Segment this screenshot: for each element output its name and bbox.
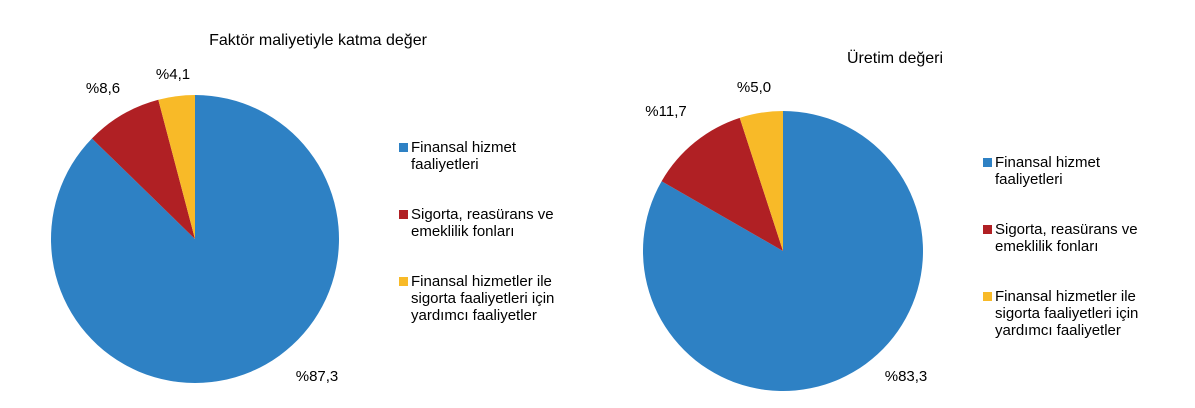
pie1-label-sigorta: %8,6 bbox=[85, 80, 121, 97]
legend-label: Finansal hizmet faaliyetleri bbox=[995, 154, 1101, 188]
chart-title-uretim-degeri: Üretim değeri bbox=[846, 50, 944, 67]
legend-swatch-yellow-icon bbox=[983, 292, 992, 301]
legend-swatch-yellow-icon bbox=[399, 277, 408, 286]
legend-katma-deger: Finansal hizmet faaliyetleri Sigorta, re… bbox=[399, 139, 569, 324]
pie2-label-finansal-hizmet: %83,3 bbox=[884, 368, 928, 385]
legend-label: Sigorta, reasürans ve emeklilik fonları bbox=[995, 221, 1138, 255]
legend-swatch-blue-icon bbox=[399, 143, 408, 152]
legend-item: Finansal hizmet faaliyetleri bbox=[983, 154, 1153, 188]
pie-slice-2 bbox=[739, 111, 783, 251]
pie-slice-2 bbox=[158, 95, 195, 239]
legend-label: Finansal hizmet faaliyetleri bbox=[411, 139, 517, 173]
legend-swatch-red-icon bbox=[983, 225, 992, 234]
pie-slice-0 bbox=[643, 111, 923, 391]
pie2-label-sigorta: %11,7 bbox=[645, 103, 687, 120]
legend-item: Finansal hizmetler ile sigorta faaliyetl… bbox=[399, 273, 569, 324]
pie-slice-1 bbox=[661, 117, 783, 251]
legend-swatch-blue-icon bbox=[983, 158, 992, 167]
legend-label: Sigorta, reasürans ve emeklilik fonları bbox=[411, 206, 554, 240]
legend-label: Finansal hizmetler ile sigorta faaliyetl… bbox=[411, 273, 555, 324]
legend-label: Finansal hizmetler ile sigorta faaliyetl… bbox=[995, 288, 1139, 339]
pie-slice-0 bbox=[51, 95, 339, 383]
chart-title-katma-deger: Faktör maliyetiyle katma değer bbox=[209, 32, 427, 49]
pie1-label-yardimci: %4,1 bbox=[155, 66, 191, 83]
legend-uretim-degeri: Finansal hizmet faaliyetleri Sigorta, re… bbox=[983, 154, 1153, 339]
legend-item: Sigorta, reasürans ve emeklilik fonları bbox=[983, 221, 1153, 255]
pie-slice-1 bbox=[91, 99, 195, 239]
legend-item: Finansal hizmet faaliyetleri bbox=[399, 139, 569, 173]
pie2-label-yardimci: %5,0 bbox=[736, 79, 772, 96]
legend-item: Finansal hizmetler ile sigorta faaliyetl… bbox=[983, 288, 1153, 339]
pie-chart-katma-deger bbox=[51, 95, 339, 383]
legend-item: Sigorta, reasürans ve emeklilik fonları bbox=[399, 206, 569, 240]
legend-swatch-red-icon bbox=[399, 210, 408, 219]
pie1-label-finansal-hizmet: %87,3 bbox=[295, 368, 339, 385]
pie-chart-uretim-degeri bbox=[643, 111, 923, 391]
